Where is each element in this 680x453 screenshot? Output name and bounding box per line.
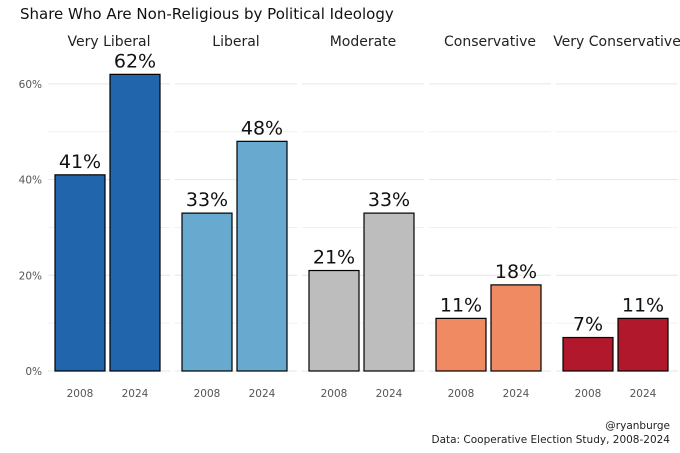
facet-label: Very Conservative xyxy=(553,34,680,50)
data-label: 7% xyxy=(573,314,603,336)
facet-panel: Conservative 11% 2008 18% 2024 xyxy=(435,34,542,400)
x-tick-label: 2008 xyxy=(67,388,94,400)
bar xyxy=(490,284,542,372)
bar xyxy=(54,174,106,372)
bar xyxy=(562,336,614,372)
x-tick-label: 2008 xyxy=(575,388,602,400)
x-tick-label: 2024 xyxy=(122,388,149,400)
bar xyxy=(308,269,360,372)
bar xyxy=(363,212,415,372)
facet-label: Conservative xyxy=(444,34,536,50)
facet-panel: Liberal 33% 2008 48% 2024 xyxy=(181,34,288,400)
data-label: 18% xyxy=(495,261,537,283)
x-tick-label: 2024 xyxy=(503,388,530,400)
data-label: 41% xyxy=(59,151,101,173)
caption-source: Data: Cooperative Election Study, 2008-2… xyxy=(431,434,670,446)
data-label: 33% xyxy=(186,189,228,211)
bar xyxy=(109,73,161,372)
y-tick-label: 60% xyxy=(19,79,42,91)
y-axis: 0% 20% 40% 60% xyxy=(19,79,42,378)
y-tick-label: 20% xyxy=(19,270,42,282)
data-label: 11% xyxy=(440,294,482,316)
facet-label: Liberal xyxy=(212,34,259,50)
facet-panels: Very Liberal 41% 2008 62% 2024 Liberal 33% 2008… xyxy=(54,34,680,400)
x-tick-label: 2008 xyxy=(321,388,348,400)
data-label: 33% xyxy=(368,189,410,211)
data-label: 48% xyxy=(241,117,283,139)
facet-label: Very Liberal xyxy=(67,34,150,50)
facet-panel: Moderate 21% 2008 33% 2024 xyxy=(308,34,415,400)
facet-panel: Very Conservative 7% 2008 11% 2024 xyxy=(553,34,680,400)
x-tick-label: 2008 xyxy=(448,388,475,400)
chart-title: Share Who Are Non-Religious by Political… xyxy=(20,5,394,23)
caption-handle: @ryanburge xyxy=(605,420,670,432)
bar xyxy=(617,317,669,372)
facet-label: Moderate xyxy=(330,34,397,50)
data-label: 11% xyxy=(622,294,664,316)
x-tick-label: 2024 xyxy=(376,388,403,400)
x-tick-label: 2024 xyxy=(630,388,657,400)
facet-panel: Very Liberal 41% 2008 62% 2024 xyxy=(54,34,161,400)
bar xyxy=(435,317,487,372)
data-label: 21% xyxy=(313,247,355,269)
y-tick-label: 0% xyxy=(25,366,42,378)
bar xyxy=(236,140,288,372)
bar xyxy=(181,212,233,372)
y-tick-label: 40% xyxy=(19,175,42,187)
x-tick-label: 2008 xyxy=(194,388,221,400)
data-label: 62% xyxy=(114,50,156,72)
x-tick-label: 2024 xyxy=(249,388,276,400)
